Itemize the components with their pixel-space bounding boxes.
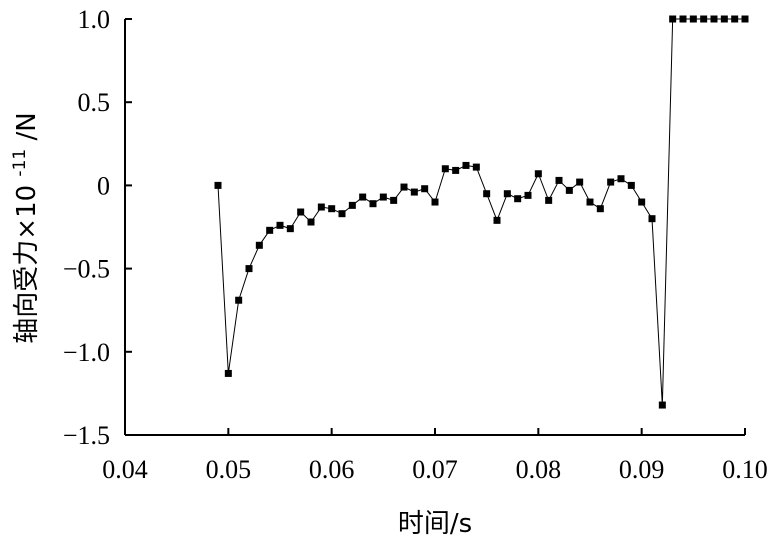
data-point [235,296,243,304]
y-tick-label: −1.5 [63,421,110,450]
y-axis-title: 轴向受力×10 -11 /N [2,112,42,343]
x-tick-label: 0.06 [309,455,355,484]
data-point [576,178,584,186]
x-tick-label: 0.04 [102,455,148,484]
y-tick-label: 1.0 [78,5,111,34]
data-point [369,200,377,208]
data-point [317,203,325,211]
data-point [307,218,315,226]
data-point [648,215,656,223]
data-point [410,188,418,196]
data-point [390,196,398,204]
data-point [286,225,294,233]
y-tick-label: −1.0 [63,338,110,367]
data-point [679,15,687,23]
data-point [245,265,253,273]
data-point [627,181,635,189]
x-tick-label: 0.10 [722,455,768,484]
data-point [555,176,563,184]
y-tick-label: 0.5 [78,88,111,117]
data-point [441,165,449,173]
data-point [534,170,542,178]
data-point [669,15,677,23]
data-point [658,401,666,409]
data-point [255,241,263,249]
x-tick-label: 0.05 [206,455,252,484]
data-point [359,193,367,201]
x-tick-label: 0.09 [619,455,665,484]
data-point [689,15,697,23]
x-tick-label: 0.07 [412,455,458,484]
data-point [524,191,532,199]
data-point [617,175,625,183]
data-point [565,186,573,194]
data-point [472,163,480,171]
data-point [596,205,604,213]
data-point [638,198,646,206]
data-point [400,183,408,191]
data-point [431,198,439,206]
x-ticks: 0.04 0.05 0.06 0.07 0.08 0.09 0.10 [102,428,768,484]
y-axis-title-unit: /N [12,112,42,140]
data-point [545,196,553,204]
data-point [503,190,511,198]
data-point [586,198,594,206]
data-point [452,166,460,174]
data-point [276,221,284,229]
data-point [741,15,749,23]
data-point [348,201,356,209]
x-tick-label: 0.08 [516,455,562,484]
data-point [700,15,708,23]
data-point [514,195,522,203]
data-point [720,15,728,23]
series-layer [214,15,749,409]
data-point [338,210,346,218]
data-point [379,193,387,201]
series-line [217,18,745,406]
data-point [731,15,739,23]
data-point [607,178,615,186]
data-point [328,205,336,213]
data-point [224,369,232,377]
y-axis-title-main: 轴向受力×10 [12,185,42,344]
data-point [710,15,718,23]
data-point [214,181,222,189]
data-point [493,216,501,224]
y-axis-title-exponent: -11 [10,149,30,177]
x-axis-title: 时间/s [398,509,472,539]
y-tick-label: −0.5 [63,255,110,284]
data-point [421,185,429,193]
data-point [462,161,470,169]
data-point [297,208,305,216]
y-ticks: 1.0 0.5 0 −0.5 −1.0 −1.5 [63,5,132,450]
y-tick-label: 0 [97,171,110,200]
data-point [266,226,274,234]
data-point [483,190,491,198]
